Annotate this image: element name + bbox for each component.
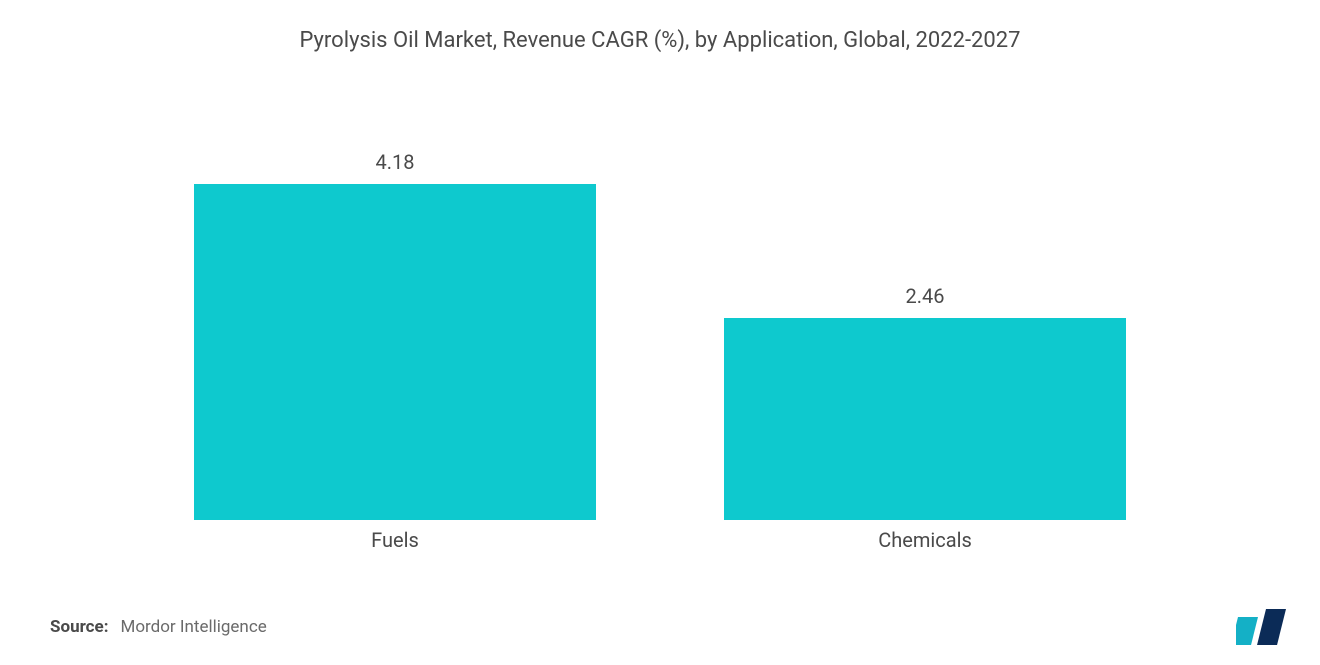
source-text: Mordor Intelligence xyxy=(120,617,266,637)
bar xyxy=(194,184,597,520)
bar-value-label: 2.46 xyxy=(906,284,945,308)
chart-container: Pyrolysis Oil Market, Revenue CAGR (%), … xyxy=(0,0,1320,665)
chart-title: Pyrolysis Oil Market, Revenue CAGR (%), … xyxy=(0,28,1320,53)
bar-value-label: 4.18 xyxy=(376,150,415,174)
bar-group: 2.46Chemicals xyxy=(660,150,1190,520)
bar-category-label: Chemicals xyxy=(660,528,1190,552)
bar xyxy=(724,318,1127,520)
bar-category-label: Fuels xyxy=(130,528,660,552)
plot-area: 4.18Fuels2.46Chemicals xyxy=(130,150,1190,520)
mordor-logo-icon xyxy=(1236,609,1292,645)
source-line: Source: Mordor Intelligence xyxy=(50,617,267,637)
bar-group: 4.18Fuels xyxy=(130,150,660,520)
source-label: Source: xyxy=(50,617,108,637)
